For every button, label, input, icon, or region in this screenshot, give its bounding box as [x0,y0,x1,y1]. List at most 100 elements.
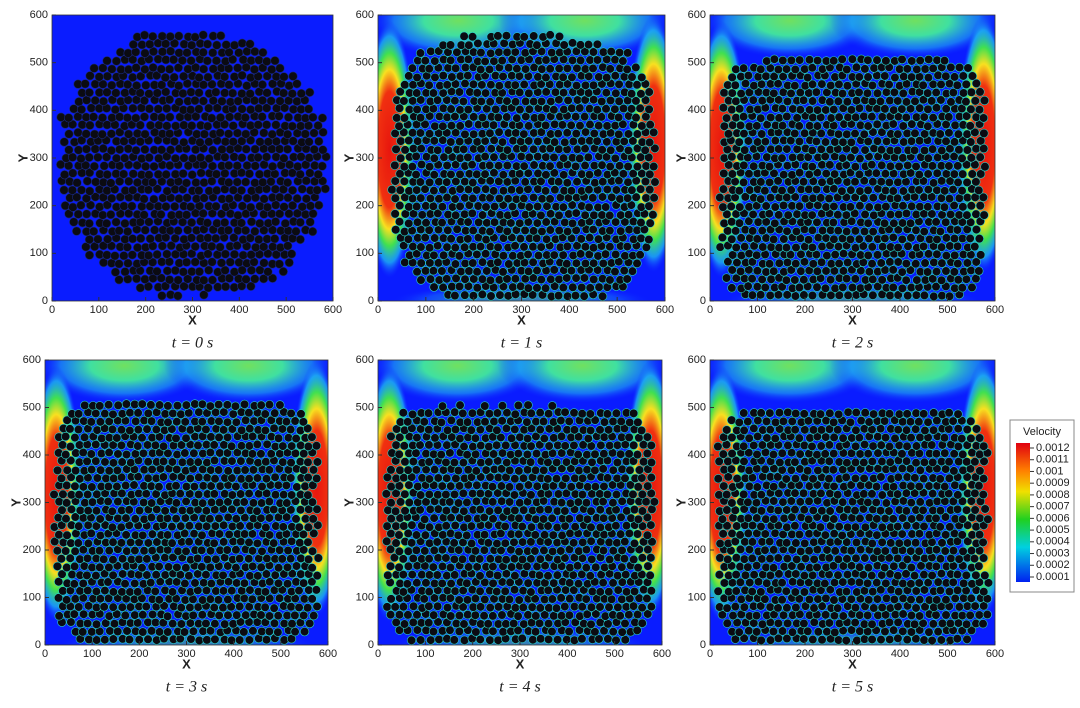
particle [312,601,322,612]
particle [185,457,195,467]
particle [713,586,723,596]
particle [185,602,195,613]
particle [251,242,261,253]
particle [646,520,656,530]
particle [864,233,874,244]
particle [212,103,222,113]
particle [927,635,937,645]
x-tick-label: 100 [90,304,108,316]
particle [308,514,318,524]
particle [107,113,117,123]
particle [403,417,413,427]
particle [455,400,465,410]
particle [820,283,831,293]
particle [757,96,767,106]
particle [790,64,800,75]
particle [390,193,400,203]
particle [979,601,989,611]
particle [954,210,964,220]
particle [212,185,222,196]
particle [227,504,237,514]
particle [194,186,204,196]
particle [108,587,119,597]
particle [863,250,873,260]
particle [885,257,895,267]
particle [616,210,626,220]
particle [139,96,149,106]
particle [885,634,895,645]
particle [557,530,567,541]
particle [468,258,478,268]
particle [598,464,608,474]
particle [480,169,490,179]
particle [868,127,878,137]
particle [407,162,417,172]
particle [472,137,482,147]
particle [719,121,729,131]
particle [479,512,489,523]
particle [898,560,908,571]
particle [576,234,586,244]
particle [533,168,543,179]
particle [597,145,607,155]
particle [975,152,985,162]
particle [178,267,188,277]
particle [639,457,649,467]
particle [782,257,793,268]
particle [173,226,183,236]
particle [205,447,215,458]
particle [556,431,567,442]
particle [923,104,933,114]
particle [468,225,478,236]
particle [495,210,505,220]
y-tick-label: 300 [356,152,374,164]
particle [71,466,81,476]
particle [919,570,929,580]
particle [468,488,478,499]
particle [446,579,456,589]
particle [408,553,418,564]
particle [125,587,135,597]
particle [769,54,779,64]
particle [295,217,305,227]
particle [303,423,313,434]
particle [897,267,907,277]
particle [181,563,191,573]
particle [489,449,499,459]
particle [317,161,327,171]
particle [269,603,279,613]
particle [275,192,285,202]
particle [442,80,452,90]
particle [820,151,830,162]
particle [252,538,263,548]
particle [135,120,145,130]
particle [215,448,225,458]
particle [120,610,130,620]
particle [884,224,894,234]
particle [244,474,254,484]
particle [879,218,890,228]
particle [901,97,912,107]
particle [859,193,869,203]
particle [599,626,609,636]
particle [829,56,839,66]
particle [231,545,241,555]
particle [510,505,520,516]
particle [521,96,531,107]
particle [118,169,129,179]
particle [497,416,507,426]
particle [395,185,405,195]
particle [176,409,186,419]
particle [438,465,449,475]
particle [830,137,840,147]
particle [734,137,744,147]
particle [77,120,87,130]
particle [89,63,99,73]
particle [905,265,915,275]
particle [417,570,427,580]
particle [142,570,152,580]
particle [636,218,646,228]
particle [893,571,903,581]
particle [854,577,865,587]
particle [539,594,550,605]
